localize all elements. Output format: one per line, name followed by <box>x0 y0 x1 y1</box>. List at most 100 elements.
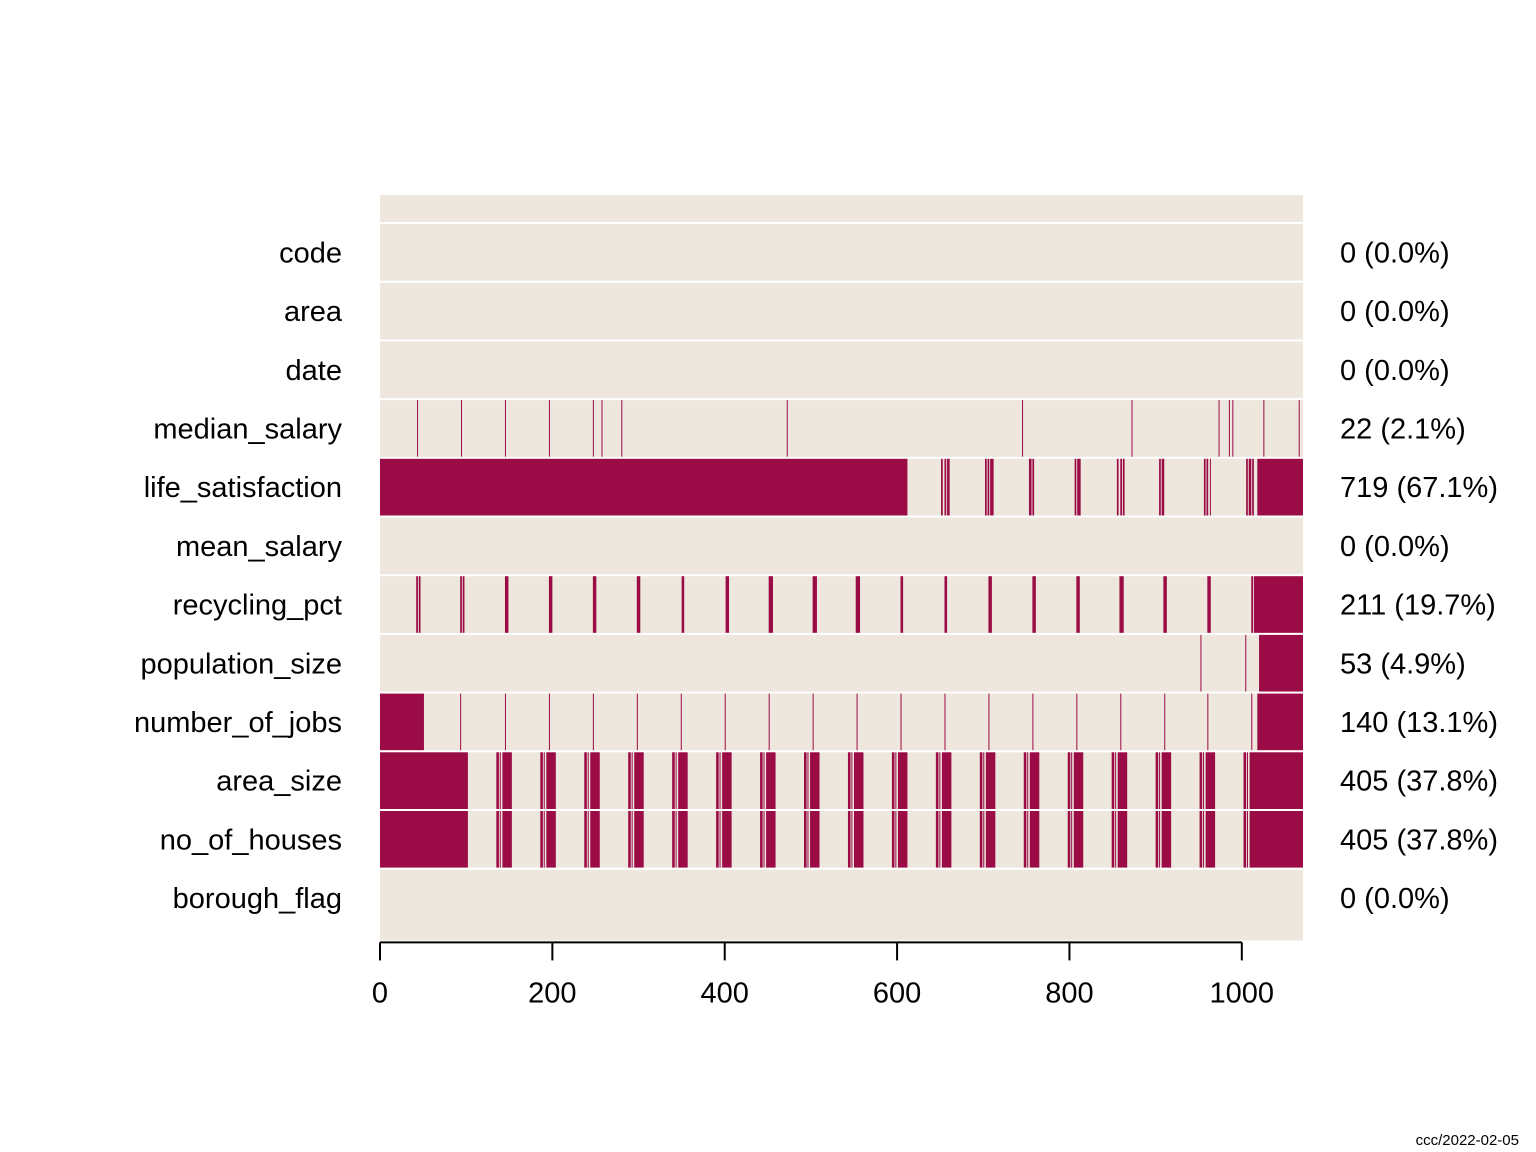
missing-segment <box>1117 811 1128 868</box>
missing-segment <box>587 811 589 868</box>
missing-segment <box>592 693 594 751</box>
row-separator <box>380 515 1303 518</box>
missing-segment <box>502 811 512 868</box>
missing-segment <box>540 752 543 809</box>
missing-segment <box>672 752 675 809</box>
missing-segment <box>1251 576 1254 633</box>
missing-segment <box>1076 693 1078 751</box>
missing-segment <box>675 752 677 809</box>
missing-segment <box>1245 634 1247 692</box>
missing-segment <box>504 576 509 633</box>
footer-credit: ccc/2022-02-05 <box>1416 1132 1519 1149</box>
missing-segment <box>944 693 946 751</box>
missing-segment <box>897 752 908 809</box>
missing-segment <box>1076 576 1080 633</box>
variable-label: code <box>279 237 342 269</box>
missing-summaries: 0 (0.0%) 0 (0.0%) 0 (0.0%) 22 (2.1%) 719 (67… <box>1340 237 1498 915</box>
missing-segment <box>496 811 499 868</box>
missing-segment <box>1249 811 1303 868</box>
missing-summary: 0 (0.0%) <box>1340 531 1450 563</box>
row-separator <box>380 456 1303 459</box>
missing-segment <box>418 576 421 633</box>
x-tick-label: 800 <box>1045 977 1093 1009</box>
x-tick-label: 400 <box>701 977 749 1009</box>
missing-segment <box>380 811 468 868</box>
row-separator <box>380 632 1303 635</box>
missing-segment <box>1028 458 1032 516</box>
missing-segment <box>979 811 983 868</box>
missing-segment <box>590 811 600 868</box>
missing-segment <box>725 576 730 633</box>
missing-segment <box>636 693 638 751</box>
missing-segment <box>460 693 462 751</box>
row-no-of-houses <box>380 811 1303 868</box>
missing-segment <box>854 752 864 809</box>
missing-segment <box>461 400 463 457</box>
missing-segment <box>1257 458 1303 516</box>
row-number-of-jobs <box>380 693 1303 751</box>
missing-segment <box>1248 458 1252 516</box>
missing-segment <box>900 576 904 633</box>
missing-segment <box>716 811 719 868</box>
variable-labels: code area date median_salary life_satisfacti… <box>134 237 343 915</box>
missing-segment <box>990 458 994 516</box>
missing-segment <box>1155 752 1159 809</box>
missing-segment <box>681 576 685 633</box>
missing-segment <box>587 752 589 809</box>
missing-segment <box>675 811 677 868</box>
missing-segment <box>987 458 990 516</box>
missing-segment <box>1199 752 1203 809</box>
row-recycling-pct <box>416 576 1303 633</box>
missing-segment <box>1206 458 1209 516</box>
missing-segment <box>786 400 788 457</box>
missing-segment <box>543 752 545 809</box>
missing-segment <box>1257 693 1303 751</box>
row-population-size <box>1200 634 1303 692</box>
missing-segment <box>988 576 992 633</box>
missing-segment <box>855 576 861 633</box>
missing-summary: 140 (13.1%) <box>1340 707 1498 739</box>
missing-segment <box>812 693 814 751</box>
missing-segment <box>1117 752 1128 809</box>
missing-segment <box>1263 400 1265 457</box>
missing-segment <box>1116 458 1119 516</box>
missing-segment <box>1200 634 1202 692</box>
missing-segment <box>1119 576 1124 633</box>
missing-segment <box>460 576 462 633</box>
missing-segment <box>631 811 633 868</box>
missing-segment <box>504 693 506 751</box>
missing-segment <box>847 811 851 868</box>
missing-segment <box>502 752 512 809</box>
missing-segment <box>810 811 820 868</box>
variable-label: area <box>284 296 343 328</box>
missing-segment <box>678 811 688 868</box>
x-tick-label: 200 <box>528 977 576 1009</box>
x-tick-label: 0 <box>372 977 388 1009</box>
missing-segment <box>1159 752 1161 809</box>
missing-segment <box>1218 400 1220 457</box>
missing-segment <box>634 752 644 809</box>
variable-label: recycling_pct <box>173 590 342 622</box>
missing-segment <box>1027 752 1029 809</box>
missing-segment <box>499 811 501 868</box>
missing-segment <box>807 752 809 809</box>
missing-segment <box>546 752 556 809</box>
missing-summary: 405 (37.8%) <box>1340 824 1498 856</box>
missing-segment <box>935 752 939 809</box>
missing-segment <box>601 400 603 457</box>
missing-segment <box>416 576 418 633</box>
missing-segment <box>1203 752 1205 809</box>
missing-segment <box>1199 811 1203 868</box>
missing-segment <box>543 811 545 868</box>
missing-segment <box>804 811 807 868</box>
missing-segment <box>722 811 732 868</box>
missing-segment <box>1209 458 1211 516</box>
missing-segment <box>1032 458 1035 516</box>
missing-segment <box>944 576 948 633</box>
missing-segment <box>847 752 851 809</box>
variable-label: area_size <box>216 766 342 798</box>
missing-segment <box>380 752 468 809</box>
x-tick-label: 1000 <box>1210 977 1275 1009</box>
missing-segment <box>1023 752 1027 809</box>
missing-segment <box>1251 693 1253 751</box>
